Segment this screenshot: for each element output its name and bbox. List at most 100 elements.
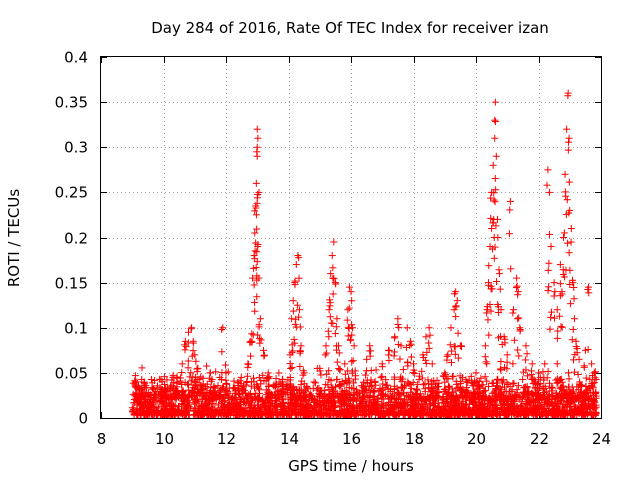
x-tick-label: 14 — [280, 430, 299, 448]
data-point — [582, 374, 590, 382]
data-point — [580, 363, 588, 371]
data-point — [189, 339, 197, 347]
data-point — [215, 401, 223, 409]
data-point — [256, 335, 264, 343]
data-point — [245, 360, 253, 368]
data-point — [407, 353, 415, 361]
data-point — [222, 361, 230, 369]
data-point — [490, 196, 498, 204]
data-point — [351, 375, 359, 383]
data-point — [496, 285, 504, 293]
data-point — [206, 369, 214, 377]
x-tick-label: 12 — [217, 430, 236, 448]
data-point — [428, 360, 436, 368]
data-point — [557, 323, 565, 331]
y-tick-label: 0.2 — [64, 230, 88, 248]
data-point — [391, 348, 399, 356]
data-point — [553, 360, 561, 368]
data-point — [361, 371, 369, 379]
data-point — [219, 324, 227, 332]
y-tick-label: 0.25 — [55, 184, 88, 202]
data-point — [371, 377, 379, 385]
data-point — [553, 334, 561, 342]
data-point — [541, 360, 549, 368]
data-point — [565, 375, 573, 383]
data-point — [287, 364, 295, 372]
data-point — [138, 364, 146, 372]
data-point — [544, 287, 552, 295]
data-point — [189, 347, 197, 355]
data-point — [367, 347, 375, 355]
data-point — [507, 265, 515, 273]
data-point — [254, 134, 262, 142]
data-point — [326, 313, 334, 321]
data-point — [561, 170, 569, 178]
data-point — [252, 179, 260, 187]
data-point — [494, 234, 502, 241]
data-point — [218, 348, 226, 356]
data-point — [492, 152, 500, 160]
data-point — [181, 346, 189, 354]
data-point — [522, 356, 530, 364]
data-point — [251, 229, 259, 237]
data-point — [566, 266, 574, 274]
data-point — [194, 364, 202, 372]
data-point — [444, 351, 452, 359]
data-point — [570, 295, 578, 303]
data-point — [487, 307, 495, 315]
data-point — [212, 368, 220, 376]
data-point — [567, 224, 575, 232]
data-point — [394, 320, 402, 328]
data-point — [349, 324, 357, 332]
data-point — [420, 381, 428, 389]
x-tick-label: 18 — [405, 430, 424, 448]
data-point — [570, 283, 578, 291]
data-point — [290, 335, 298, 343]
data-point — [385, 347, 393, 355]
data-point — [515, 352, 523, 360]
data-point — [544, 166, 552, 174]
data-point — [184, 357, 192, 365]
data-point — [509, 360, 517, 368]
data-point — [260, 351, 268, 359]
data-point — [244, 363, 252, 371]
data-point — [289, 307, 297, 315]
data-point — [181, 337, 189, 345]
data-point — [510, 336, 518, 344]
data-point — [494, 375, 502, 383]
data-point — [454, 354, 462, 362]
data-point — [547, 243, 555, 251]
y-tick-label: 0.4 — [64, 49, 88, 67]
data-point — [477, 374, 485, 382]
data-point — [396, 355, 404, 363]
data-point — [512, 283, 520, 291]
data-point — [425, 339, 433, 347]
data-point — [333, 315, 341, 323]
data-point — [247, 352, 255, 360]
data-point — [514, 315, 522, 323]
data-point — [443, 352, 451, 360]
data-point — [558, 323, 566, 331]
data-point — [399, 383, 407, 391]
data-point — [248, 330, 256, 338]
data-point — [253, 148, 261, 156]
x-tick-label: 8 — [97, 430, 107, 448]
data-point — [292, 261, 300, 269]
data-point — [547, 313, 555, 321]
data-point — [349, 357, 357, 365]
tick-labels: 8 10 12 14 16 18 20 22 24 0 0.05 0.1 0.15 0.2 0.25 0.3 0… — [55, 49, 611, 449]
data-point — [485, 331, 493, 339]
x-axis-title: GPS time / hours — [288, 457, 414, 475]
data-point — [406, 342, 414, 350]
data-point — [550, 279, 558, 287]
data-point — [452, 313, 460, 321]
data-point — [483, 360, 491, 368]
data-point — [560, 229, 568, 237]
data-point — [545, 188, 553, 196]
data-point — [568, 336, 576, 344]
data-point — [447, 324, 455, 332]
data-point — [565, 134, 573, 142]
data-point — [403, 324, 411, 332]
data-point — [256, 315, 264, 323]
data-point — [560, 234, 567, 241]
